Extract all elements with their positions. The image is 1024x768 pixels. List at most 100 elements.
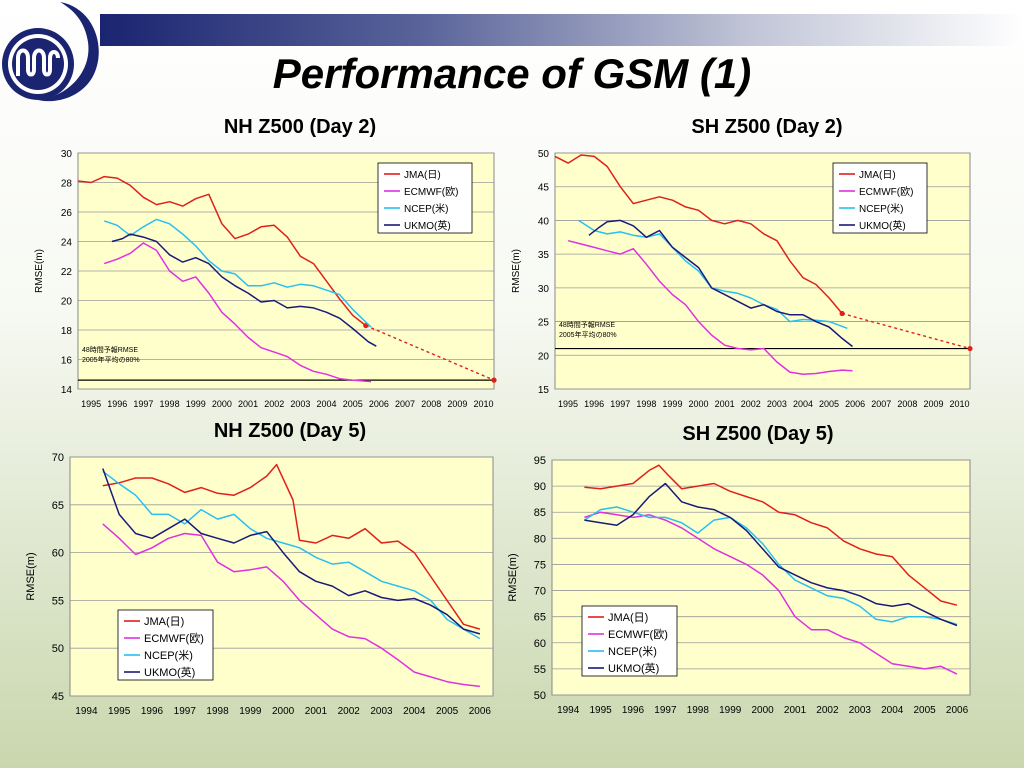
y-tick-label: 25 [538, 318, 550, 329]
annotation-text: 48時間予報RMSE [559, 321, 615, 329]
x-tick-label: 2004 [881, 705, 904, 716]
y-tick-label: 55 [52, 595, 64, 607]
legend-entry: ECMWF(欧) [144, 632, 204, 645]
y-tick-label: 60 [534, 638, 546, 650]
x-tick-label: 1996 [622, 705, 645, 716]
x-tick-label: 1997 [610, 399, 630, 409]
series-line-0 [554, 154, 843, 314]
x-tick-label: 2009 [447, 399, 467, 409]
chart-3: 50 55 60 65 70 75 80 85 90 95 1994 1995 1996 1997 1998… [507, 455, 971, 716]
x-tick-label: 2003 [370, 706, 393, 717]
legend-entry: UKMO(英) [404, 219, 451, 232]
y-tick-label: 65 [52, 500, 64, 512]
x-tick-label: 1998 [160, 399, 180, 409]
y-tick-label: 35 [538, 250, 550, 261]
y-tick-label: 70 [52, 452, 64, 464]
series-line-3 [588, 219, 853, 348]
x-tick-label: 1995 [81, 399, 101, 409]
x-tick-label: 2008 [897, 399, 917, 409]
x-tick-label: 2006 [845, 399, 865, 409]
x-tick-label: 2000 [689, 399, 709, 409]
y-tick-label: 40 [538, 216, 550, 227]
y-tick-label: 28 [61, 179, 73, 190]
y-tick-label: 18 [61, 326, 73, 337]
x-tick-label: 2007 [395, 399, 415, 409]
x-tick-label: 1998 [636, 399, 656, 409]
x-tick-label: 2001 [238, 399, 258, 409]
x-tick-label: 1994 [75, 706, 98, 717]
x-tick-label: 1996 [107, 399, 127, 409]
chart-title-nh-day2: NH Z500 (Day 2) [223, 116, 377, 138]
annotation-text: 2005年平均の80% [559, 330, 617, 339]
legend-entry: JMA(日) [404, 170, 441, 181]
x-tick-label: 2001 [715, 399, 735, 409]
y-tick-label: 14 [61, 385, 73, 396]
x-tick-label: 2007 [871, 399, 891, 409]
annotation-text: 48時間予報RMSE [82, 346, 138, 354]
logo-icon [2, 2, 99, 102]
x-tick-label: 1999 [719, 705, 742, 716]
chart-2: 45 50 55 60 65 70 1994 1995 1996 1997 1998 1999 2000… [25, 452, 494, 717]
series-line-0 [584, 464, 958, 606]
x-tick-label: 1994 [557, 705, 580, 716]
y-tick-label: 24 [61, 238, 73, 249]
series-line-1 [584, 511, 958, 675]
y-tick-label: 75 [534, 559, 546, 571]
x-tick-label: 1997 [174, 706, 197, 717]
chart-0: 14 16 18 20 22 24 26 28 30 1995 1996 1997 1998 1999 20… [34, 149, 497, 409]
x-tick-label: 2002 [816, 705, 839, 716]
x-tick-label: 1995 [558, 399, 578, 409]
x-tick-label: 2008 [421, 399, 441, 409]
series-line-1 [567, 239, 853, 375]
y-tick-label: 60 [52, 548, 64, 560]
x-tick-label: 1996 [141, 706, 164, 717]
x-tick-label: 2003 [849, 705, 872, 716]
x-tick-label: 2000 [212, 399, 232, 409]
x-tick-label: 2000 [272, 706, 295, 717]
y-axis-label: RMSE(m) [34, 249, 45, 293]
y-tick-label: 16 [61, 356, 73, 367]
annotation-text: 2005年平均の80% [82, 355, 140, 364]
x-tick-label: 2009 [923, 399, 943, 409]
series-line-2 [583, 506, 958, 626]
y-tick-label: 50 [538, 149, 550, 160]
y-tick-label: 80 [534, 533, 546, 545]
x-tick-label: 1998 [687, 705, 710, 716]
legend-entry: NCEP(米) [859, 202, 903, 215]
legend-entry: JMA(日) [144, 616, 184, 628]
y-tick-label: 30 [538, 284, 550, 295]
y-tick-label: 50 [52, 643, 64, 655]
y-tick-label: 45 [52, 691, 64, 703]
legend-entry: JMA(日) [859, 170, 896, 181]
y-tick-label: 26 [61, 208, 73, 219]
series-line-2 [103, 218, 372, 328]
x-tick-label: 2001 [305, 706, 328, 717]
y-axis-label: RMSE(m) [25, 552, 37, 600]
chart-title-sh-day5: SH Z500 (Day 5) [682, 423, 834, 445]
legend-entry: NCEP(米) [144, 649, 193, 662]
x-tick-label: 2004 [403, 706, 426, 717]
x-tick-label: 1997 [133, 399, 153, 409]
x-tick-label: 2000 [751, 705, 774, 716]
y-tick-label: 22 [61, 267, 73, 278]
y-tick-label: 15 [538, 385, 550, 396]
series-line-3 [584, 482, 958, 627]
y-axis-label: RMSE(m) [507, 553, 519, 601]
legend-entry: ECMWF(欧) [608, 628, 668, 641]
x-tick-label: 1999 [662, 399, 682, 409]
x-tick-label: 2006 [469, 706, 492, 717]
x-tick-label: 1999 [186, 399, 206, 409]
y-tick-label: 50 [534, 690, 546, 702]
y-tick-label: 85 [534, 507, 546, 519]
x-tick-label: 1999 [239, 706, 262, 717]
trend-point [967, 345, 973, 352]
x-tick-label: 2004 [793, 399, 813, 409]
y-tick-label: 95 [534, 455, 546, 467]
x-tick-label: 1997 [654, 705, 677, 716]
legend-entry: NCEP(米) [404, 202, 448, 215]
x-tick-label: 2010 [950, 399, 970, 409]
y-tick-label: 45 [538, 183, 550, 194]
series-line-0 [102, 463, 481, 630]
slide-title: Performance of GSM (1) [272, 50, 752, 97]
x-tick-label: 2005 [914, 705, 937, 716]
